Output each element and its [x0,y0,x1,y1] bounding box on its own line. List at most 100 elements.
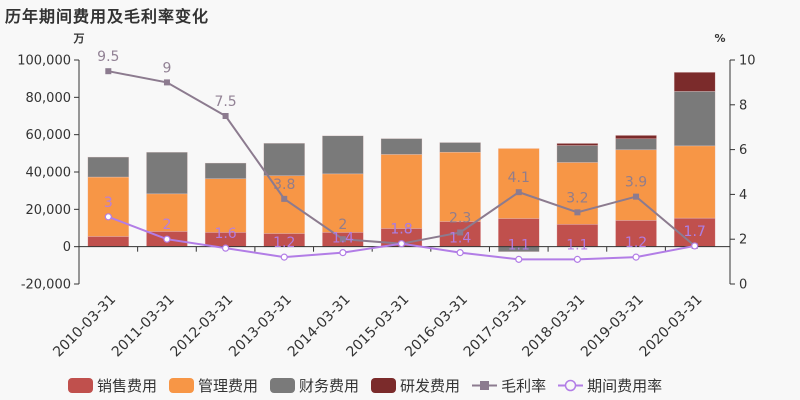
left-axis-tick-label: -20,000 [21,278,71,293]
data-label: 3.8 [273,177,295,193]
legend-label: 研发费用 [400,377,461,395]
legend-swatch-sales [68,378,93,393]
line-marker-circle[interactable] [397,240,406,248]
legend-swatch-rd [371,378,397,393]
line-circle-icon [558,379,584,392]
bar-segment[interactable] [380,154,423,229]
line-marker-square[interactable] [515,189,522,196]
legend: 销售费用 管理费用 财务费用 研发费用 毛利率 期间费用率 [68,375,674,396]
legend-label: 财务费用 [299,377,360,395]
bar-segment[interactable] [263,143,305,176]
data-label: 9.5 [97,49,119,65]
legend-item-sales-expense[interactable]: 销售费用 [68,375,157,396]
line-marker-square[interactable] [163,79,170,86]
data-label: 1.6 [214,226,236,242]
legend-item-finance-expense[interactable]: 财务费用 [270,375,359,396]
bar-segment[interactable] [615,138,657,151]
data-label: 1.4 [332,231,354,247]
data-label: 9 [162,60,171,76]
legend-label: 销售费用 [97,377,158,395]
bar-segment[interactable] [556,145,599,163]
right-axis-tick-label: 0 [739,278,747,293]
right-axis-tick-label: 2 [739,233,747,248]
data-label: 3.9 [625,175,647,191]
left-axis-tick-label: 60,000 [26,128,72,143]
bar-segment[interactable] [87,156,130,178]
data-label: 1.2 [625,235,647,251]
legend-swatch-finance [270,378,296,393]
data-label: 1.7 [684,224,706,240]
left-axis-tick-label: 80,000 [26,91,72,106]
line-marker-square[interactable] [574,209,581,216]
line-marker-square[interactable] [633,193,640,200]
right-axis-tick-label: 4 [739,188,747,203]
right-axis-tick-label: 6 [739,143,747,158]
bar-segment[interactable] [673,217,716,247]
data-label: 2 [338,217,347,233]
bar-segment[interactable] [146,151,188,195]
data-label: 1.1 [566,237,588,253]
data-label: 3 [104,195,113,211]
bar-segment[interactable] [498,148,540,219]
legend-label: 毛利率 [501,377,547,395]
legend-item-rd-expense[interactable]: 研发费用 [371,375,460,396]
legend-swatch-admin [169,378,195,393]
bar-segment[interactable] [146,193,188,232]
line-marker-circle[interactable] [515,255,523,263]
data-label: 1.8 [390,222,412,238]
legend-label: 管理费用 [198,377,259,395]
legend-item-gross-margin[interactable]: 毛利率 [472,375,546,396]
x-axis-label: 2020-03-31 [637,292,706,361]
line-marker-square[interactable] [222,113,229,119]
line-marker-circle[interactable] [632,253,640,261]
right-axis-tick-label: 8 [739,98,747,113]
line-marker-circle[interactable] [339,249,347,257]
left-axis-unit: 万 [73,32,85,45]
data-label: 1.7 [684,224,706,240]
right-axis-unit: % [714,32,725,45]
left-axis-tick-label: 40,000 [26,166,72,181]
data-label: 2.3 [449,210,471,226]
legend-item-period-expense-rate[interactable]: 期间费用率 [558,375,662,396]
line-marker-circle[interactable] [691,242,699,250]
data-label: 1.8 [390,222,412,238]
line-marker-circle[interactable] [573,255,582,263]
data-label: 4.1 [508,170,530,186]
line-marker-circle[interactable] [221,244,230,252]
bar-segment[interactable] [87,236,130,247]
line-marker-circle[interactable] [163,235,171,243]
bar-segment[interactable] [556,143,599,146]
chart-title: 历年期间费用及毛利率变化 [5,7,210,26]
bar-segment[interactable] [439,151,481,222]
bar-segment[interactable] [498,218,540,247]
bar-segment[interactable] [263,175,305,234]
right-axis-tick-label: 10 [739,54,756,69]
line-marker-square[interactable] [339,236,346,243]
legend-label: 期间费用率 [587,377,663,395]
bar-segment[interactable] [673,145,716,219]
bar-segment[interactable] [673,72,716,92]
bar-segment[interactable] [615,135,657,140]
bar-segment[interactable] [204,178,247,233]
line-marker-square[interactable] [281,195,288,202]
line-marker-circle[interactable] [104,213,112,221]
bar-segment[interactable] [322,173,364,233]
data-label: 7.5 [214,94,236,110]
data-label: 1.1 [508,237,530,253]
line-marker-square[interactable] [105,68,112,75]
bar-segment[interactable] [673,91,716,147]
bar-segment[interactable] [322,135,364,175]
bar-segment[interactable] [380,138,423,155]
bar-segment[interactable] [87,176,130,237]
legend-item-admin-expense[interactable]: 管理费用 [169,375,258,396]
line-marker-square[interactable] [457,229,464,236]
line-marker-circle[interactable] [456,249,464,257]
bar-segment[interactable] [439,142,481,153]
data-label: 1.2 [273,235,295,251]
bar-segment[interactable] [204,162,247,179]
bar-segment[interactable] [615,220,657,247]
data-label: 3.2 [566,190,588,206]
data-label: 2 [162,217,171,233]
line-marker-circle[interactable] [280,253,288,261]
